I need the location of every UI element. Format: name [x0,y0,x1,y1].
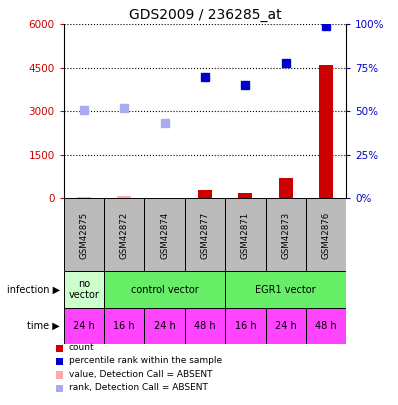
Bar [279,178,293,198]
Bar [104,308,144,344]
Bar [185,198,225,271]
Text: count: count [69,343,94,352]
Text: GDS2009 / 236285_at: GDS2009 / 236285_at [129,8,281,22]
Bar [104,198,144,271]
Bar [265,308,306,344]
Text: 48 h: 48 h [315,321,337,331]
Bar [185,308,225,344]
Text: 16 h: 16 h [113,321,135,331]
Text: GSM42872: GSM42872 [120,211,129,258]
Text: 16 h: 16 h [234,321,256,331]
Text: 24 h: 24 h [275,321,297,331]
Bar [306,308,346,344]
Bar [306,198,346,271]
Text: value, Detection Call = ABSENT: value, Detection Call = ABSENT [69,370,213,379]
Bar [198,190,212,198]
Bar [64,271,104,308]
Text: control vector: control vector [131,285,199,294]
Bar [144,308,185,344]
Text: GSM42874: GSM42874 [160,211,169,258]
Text: 48 h: 48 h [194,321,216,331]
Bar [225,198,265,271]
Bar [225,271,346,308]
Text: time ▶: time ▶ [27,321,60,331]
Text: rank, Detection Call = ABSENT: rank, Detection Call = ABSENT [69,383,208,392]
Text: 24 h: 24 h [154,321,176,331]
Text: infection ▶: infection ▶ [7,285,60,294]
Text: EGR1 vector: EGR1 vector [256,285,316,294]
Bar [104,271,225,308]
Text: GSM42877: GSM42877 [201,211,209,258]
Bar [265,198,306,271]
Text: GSM42871: GSM42871 [241,211,250,258]
Text: 24 h: 24 h [73,321,95,331]
Bar [77,197,91,198]
Text: percentile rank within the sample: percentile rank within the sample [69,356,222,365]
Text: GSM42875: GSM42875 [79,211,88,258]
Bar [144,198,185,271]
Bar [238,193,252,198]
Bar [64,198,104,271]
Bar [319,65,333,198]
Bar [117,196,131,198]
Bar [64,308,104,344]
Text: GSM42876: GSM42876 [322,211,331,258]
Bar [225,308,265,344]
Text: GSM42873: GSM42873 [281,211,290,258]
Text: no
vector: no vector [68,279,100,301]
